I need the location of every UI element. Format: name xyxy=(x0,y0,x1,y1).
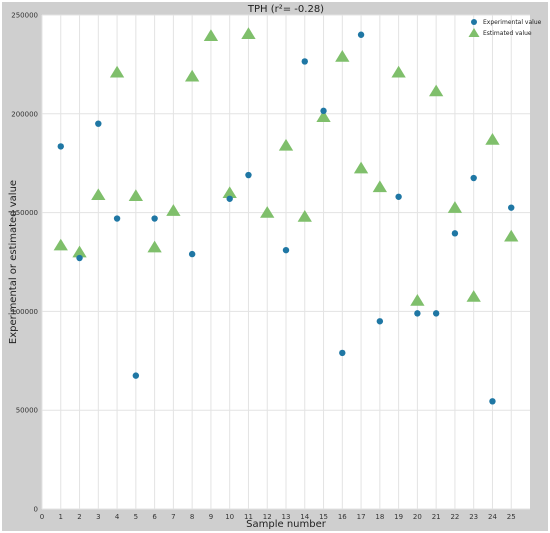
y-axis-title: Experimental or estimated value xyxy=(8,180,19,344)
experimental-point xyxy=(414,310,421,317)
x-tick-label: 25 xyxy=(507,513,516,521)
x-tick-labels: 0 1 2 3 4 5 6 7 8 9 10 11 12 13 14 15 16 17 18 19 20 21 22 23 24… xyxy=(40,513,516,521)
experimental-point xyxy=(357,31,365,38)
y-tick-label: 100000 xyxy=(11,308,38,316)
x-axis-title: Sample number xyxy=(246,519,327,530)
x-tick-label: 5 xyxy=(134,513,138,521)
legend: Experimental value Estimated value xyxy=(468,19,542,37)
x-tick-label: 4 xyxy=(115,513,120,521)
estimated-point xyxy=(391,65,406,78)
estimated-point xyxy=(166,204,181,216)
experimental-point xyxy=(57,143,64,150)
experimental-point xyxy=(76,254,83,262)
x-tick-label: 24 xyxy=(488,513,497,521)
x-tick-label: 9 xyxy=(209,513,213,521)
experimental-point xyxy=(395,193,402,200)
estimated-point xyxy=(203,29,219,41)
x-tick-label: 23 xyxy=(469,513,478,521)
estimated-point xyxy=(466,290,481,302)
x-tick-label: 21 xyxy=(432,513,441,521)
experimental-point xyxy=(132,372,140,379)
x-tick-label: 15 xyxy=(319,513,328,521)
experimental-point xyxy=(151,215,158,222)
y-tick-label: 50000 xyxy=(16,407,38,415)
y-tick-label: 200000 xyxy=(11,110,38,118)
x-tick-label: 22 xyxy=(450,513,459,521)
data-marks xyxy=(53,27,519,405)
legend-label: Experimental value xyxy=(483,19,542,26)
experimental-point xyxy=(489,398,496,405)
estimated-point xyxy=(72,245,87,258)
x-tick-label: 7 xyxy=(171,513,175,521)
experimental-point xyxy=(301,58,308,65)
y-tick-label: 150000 xyxy=(11,209,38,217)
estimated-point xyxy=(485,132,500,145)
y-tick-label: 0 xyxy=(34,506,38,514)
legend-estimated-marker xyxy=(468,28,480,37)
estimated-point xyxy=(241,27,256,39)
estimated-point xyxy=(91,188,106,201)
experimental-point xyxy=(432,310,440,317)
experimental-point xyxy=(95,120,102,127)
x-tick-label: 17 xyxy=(357,513,366,521)
estimated-point xyxy=(128,189,143,202)
x-tick-label: 1 xyxy=(59,513,63,521)
estimated-point xyxy=(53,238,68,251)
experimental-point xyxy=(113,215,121,222)
estimated-point xyxy=(278,138,294,151)
x-tick-label: 0 xyxy=(40,513,44,521)
x-tick-label: 6 xyxy=(152,513,157,521)
estimated-point xyxy=(410,294,425,306)
estimated-point xyxy=(372,180,387,193)
experimental-point xyxy=(470,174,477,182)
estimated-point xyxy=(185,69,200,82)
estimated-point xyxy=(109,65,125,78)
x-tick-label: 14 xyxy=(300,513,309,521)
experimental-point xyxy=(245,171,252,179)
x-tick-label: 13 xyxy=(282,513,291,521)
x-tick-label: 3 xyxy=(96,513,100,521)
estimated-point xyxy=(147,240,162,253)
legend-experimental-marker xyxy=(471,19,477,25)
grid-lines xyxy=(41,14,530,510)
estimated-point xyxy=(316,110,331,122)
estimated-point xyxy=(260,206,275,218)
experimental-point xyxy=(282,246,290,254)
estimated-point xyxy=(222,186,237,199)
experimental-point xyxy=(226,195,233,202)
experimental-point xyxy=(508,204,515,211)
x-tick-label: 18 xyxy=(375,513,384,521)
x-tick-label: 12 xyxy=(263,513,272,521)
experimental-point xyxy=(376,318,384,325)
x-tick-label: 2 xyxy=(77,513,81,521)
estimated-point xyxy=(335,49,350,62)
x-tick-label: 10 xyxy=(225,513,234,521)
legend-label: Estimated value xyxy=(483,30,532,37)
estimated-point xyxy=(297,210,312,222)
estimated-point xyxy=(447,201,463,213)
x-tick-label: 20 xyxy=(413,513,422,521)
estimated-point xyxy=(429,84,444,97)
y-tick-labels: 0 50000 100000 150000 200000 250000 xyxy=(11,12,38,514)
experimental-point xyxy=(188,250,196,258)
chart-title: TPH (r²= -0.28) xyxy=(247,4,324,15)
x-tick-label: 16 xyxy=(338,513,347,521)
x-tick-label: 11 xyxy=(244,513,253,521)
x-tick-label: 8 xyxy=(190,513,194,521)
experimental-point xyxy=(339,349,346,357)
experimental-point xyxy=(451,230,459,237)
estimated-point xyxy=(504,229,519,242)
experimental-point xyxy=(320,107,327,115)
estimated-point xyxy=(353,161,369,174)
y-tick-label: 250000 xyxy=(11,12,38,20)
x-tick-label: 19 xyxy=(394,513,403,521)
